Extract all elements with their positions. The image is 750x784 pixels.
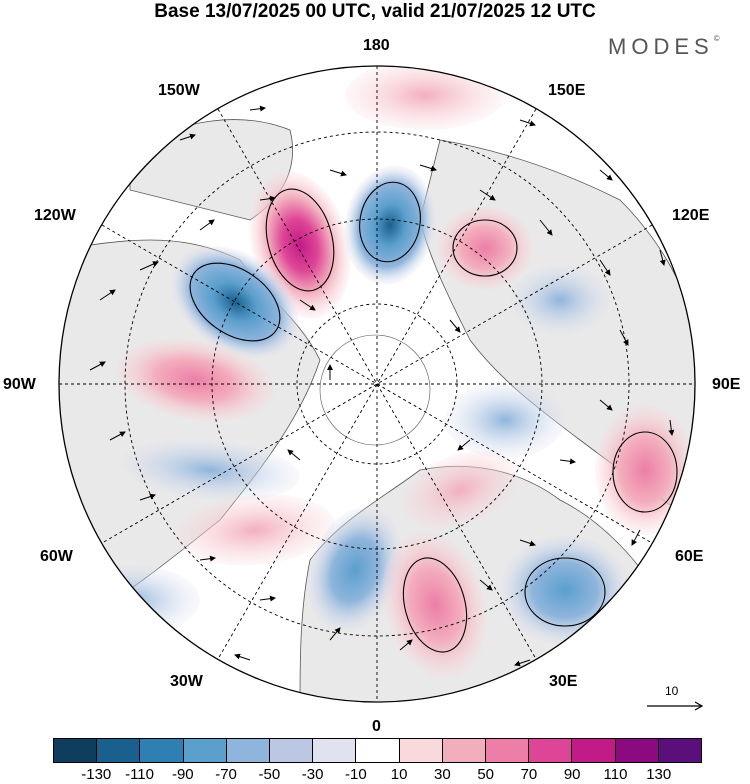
- map-border: [58, 65, 696, 703]
- colorbar-swatch: [356, 739, 400, 762]
- lon-label-120w: 120W: [34, 207, 76, 224]
- meridians: [59, 66, 695, 702]
- chart-title: Base 13/07/2025 00 UTC, valid 21/07/2025…: [154, 1, 596, 22]
- colorbar-swatch: [270, 739, 314, 762]
- colorbar-ticks: -130 -110 -90 -70 -50 -30 -10 10 30 50 70 90 110 130: [0, 766, 750, 784]
- colorbar-swatch: [529, 739, 573, 762]
- colorbar-swatch: [97, 739, 141, 762]
- modes-logo: MODES©: [608, 34, 720, 60]
- pole-region: [319, 334, 431, 446]
- reference-vector: 10: [645, 684, 705, 714]
- colorbar-tick-label: 90: [563, 766, 581, 783]
- brand-mark: ©: [713, 34, 720, 43]
- colorbar-swatch: [183, 739, 227, 762]
- streamlines: [189, 181, 678, 653]
- colorbar-tick-label: 30: [434, 766, 451, 783]
- colorbar-tick-label: -130: [81, 766, 112, 783]
- colorbar-swatch: [140, 739, 184, 762]
- colorbar-swatch: [54, 739, 98, 762]
- lon-label-60w: 60W: [40, 548, 73, 565]
- colorbar-tick-label: 10: [390, 766, 408, 783]
- colorbar-swatch: [572, 739, 616, 762]
- anomaly-field: [60, 66, 695, 679]
- brand-text: MODES: [608, 34, 714, 59]
- colorbar-swatch: [399, 739, 443, 762]
- colorbar-tick-label: 130: [646, 766, 672, 783]
- wind-vectors: [73, 105, 675, 667]
- colorbar-swatch: [486, 739, 530, 762]
- lon-label-30w: 30W: [170, 673, 203, 690]
- colorbar-tick-label: 50: [477, 766, 494, 783]
- colorbar-tick-label: -70: [215, 766, 237, 783]
- lon-label-90w: 90W: [3, 376, 36, 393]
- colorbar-tick-label: -30: [301, 766, 324, 783]
- colorbar-swatch: [615, 739, 659, 762]
- lon-label-150w: 150W: [158, 82, 200, 99]
- reference-arrow-icon: [647, 701, 704, 711]
- colorbar-tick-label: -50: [258, 766, 281, 783]
- colorbar-tick-label: 70: [520, 766, 538, 783]
- lon-label-30e: 30E: [549, 673, 578, 690]
- colorbar-swatch: [226, 739, 271, 762]
- lon-label-0: 0: [372, 718, 381, 735]
- lon-label-90e: 90E: [712, 376, 741, 393]
- lon-label-150e: 150E: [548, 82, 586, 99]
- colorbar-swatch: [313, 739, 357, 762]
- lon-label-60e: 60E: [675, 548, 704, 565]
- lon-label-180: 180: [363, 37, 390, 54]
- colorbar-swatch: [658, 739, 702, 762]
- colorbar-tick-label: -110: [125, 766, 154, 783]
- reference-vector-value: 10: [665, 684, 679, 698]
- lon-label-120e: 120E: [672, 207, 710, 224]
- colorbar-tick-label: 110: [603, 766, 628, 783]
- colorbar-tick-label: -90: [171, 766, 194, 783]
- colorbar-tick-label: -10: [345, 766, 367, 783]
- colorbar-swatch: [442, 739, 487, 762]
- colorbar: [53, 738, 702, 763]
